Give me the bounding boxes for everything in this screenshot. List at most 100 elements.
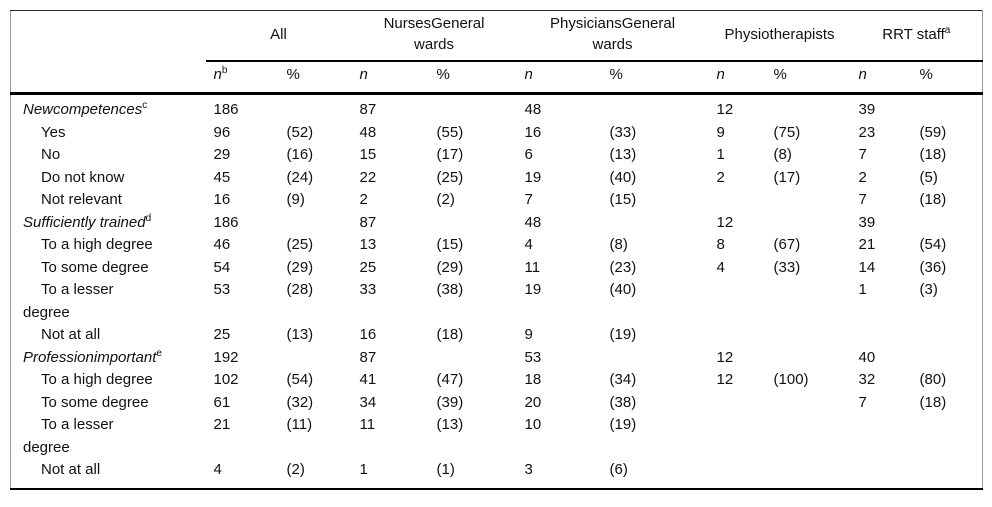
cell-n: 53 — [524, 348, 542, 366]
cell-percent: (13) — [436, 416, 464, 433]
subheader-percent: % — [911, 60, 983, 95]
cell-percent: (40) — [609, 281, 637, 298]
cell-percent — [429, 347, 517, 370]
cell-n: 46 — [213, 236, 231, 253]
cell-n: 48 — [524, 213, 542, 231]
cell-percent: (25) — [436, 168, 464, 186]
cell-n: 39 — [858, 213, 876, 231]
data-row: No 29 (16) 15 (17) 6 (13) 1 (8) 7 (18) — [11, 144, 983, 167]
cell-n: 1 — [359, 461, 368, 478]
cell-percent — [602, 94, 709, 122]
cell-n: 4 — [524, 236, 533, 253]
row-label: No — [41, 146, 61, 163]
col-group-all: All — [205, 10, 352, 62]
cell-n — [851, 324, 912, 347]
cell-n: 192 — [213, 348, 239, 366]
cell-n — [851, 459, 912, 489]
cell-percent: (17) — [436, 146, 464, 163]
row-label: Not relevant — [41, 191, 122, 208]
cell-n: 12 — [716, 371, 734, 388]
row-label: Not at all — [41, 461, 101, 478]
col-group-rrt-staff: RRT staffa — [850, 10, 983, 62]
cell-percent — [766, 392, 851, 415]
cell-percent: (15) — [436, 236, 464, 253]
cell-n: 2 — [359, 191, 368, 208]
cell-n: 1 — [716, 146, 725, 163]
row-label: Yes — [41, 123, 66, 141]
cell-n: 9 — [716, 123, 725, 141]
cell-percent: (32) — [286, 393, 314, 411]
cell-n: 14 — [858, 258, 876, 276]
cell-percent: (38) — [609, 393, 637, 411]
table-body: Newcompetencesc 186 87 48 12 39 Yes 96 (52) 48 (55… — [11, 94, 983, 489]
cell-percent — [279, 212, 352, 235]
cell-percent: (5) — [919, 168, 938, 186]
cell-percent: (13) — [609, 146, 637, 163]
cell-percent: (25) — [286, 236, 314, 253]
cell-n: 11 — [359, 416, 376, 433]
cell-n: 22 — [359, 168, 377, 186]
cell-percent — [279, 347, 352, 370]
cell-n: 48 — [359, 123, 377, 141]
cell-percent: (23) — [609, 258, 637, 276]
column-group-header-row: All NursesGeneral wards PhysiciansGenera… — [11, 10, 983, 62]
cell-n: 2 — [716, 168, 725, 186]
cell-n: 12 — [716, 101, 734, 118]
cell-n: 29 — [213, 146, 231, 163]
cell-n: 45 — [213, 168, 231, 186]
cell-percent: (2) — [286, 461, 305, 478]
cell-n: 1 — [858, 281, 867, 298]
page: All NursesGeneral wards PhysiciansGenera… — [10, 10, 984, 490]
cell-percent: (19) — [609, 416, 637, 433]
col-group-label: Physiotherapists — [724, 25, 835, 43]
cell-percent: (40) — [609, 168, 637, 186]
cell-percent: (16) — [286, 146, 314, 163]
data-row: Not at all 4 (2) 1 (1) 3 (6) — [11, 459, 983, 489]
cell-percent — [766, 414, 851, 459]
cell-n: 41 — [359, 371, 377, 388]
cell-percent: (3) — [919, 281, 938, 298]
data-row: Do not know 45 (24) 22 (25) 19 (40) 2 (17) 2 (5) — [11, 167, 983, 190]
row-label: Professionimportante — [23, 347, 162, 366]
cell-percent: (18) — [919, 393, 947, 411]
cell-n: 7 — [858, 393, 867, 411]
cell-percent — [912, 414, 983, 459]
col-group-label: PhysiciansGeneral wards — [550, 15, 676, 54]
row-label: To a high degree — [41, 371, 153, 388]
row-label: To a lesser degree — [23, 416, 114, 456]
cell-n: 18 — [524, 371, 542, 388]
cell-n: 16 — [524, 123, 542, 141]
cell-n: 25 — [359, 258, 377, 276]
cell-percent: (1) — [436, 461, 455, 478]
data-row: To a high degree 102 (54) 41 (47) 18 (34) 12 (10… — [11, 369, 983, 392]
col-group-label: RRT staff — [882, 25, 945, 43]
cell-percent: (67) — [773, 236, 801, 253]
cell-n: 23 — [858, 123, 876, 141]
data-row: Not at all 25 (13) 16 (18) 9 (19) — [11, 324, 983, 347]
cell-n: 53 — [213, 281, 231, 298]
subheader-percent: % — [278, 60, 352, 95]
cell-n: 16 — [359, 326, 377, 343]
cell-n — [851, 414, 912, 459]
col-group-physicians-general-wards: PhysiciansGeneral wards — [516, 10, 709, 62]
cell-n: 21 — [213, 416, 231, 433]
row-label: Do not know — [41, 168, 125, 186]
cell-percent — [766, 94, 851, 122]
cell-percent: (17) — [773, 168, 801, 186]
cell-n: 11 — [524, 258, 541, 276]
cell-n — [709, 324, 766, 347]
cell-n: 87 — [359, 101, 377, 118]
cell-n: 16 — [213, 191, 231, 208]
section-row: Professionimportante 192 87 53 12 40 — [11, 347, 983, 370]
cell-percent — [766, 212, 851, 235]
cell-percent — [429, 94, 517, 122]
footnote-marker-b: b — [221, 65, 228, 77]
cell-n — [709, 414, 766, 459]
cell-percent: (75) — [773, 123, 801, 141]
cell-percent — [766, 347, 851, 370]
cell-n — [709, 459, 766, 489]
cell-percent: (18) — [436, 326, 464, 343]
section-row: Newcompetencesc 186 87 48 12 39 — [11, 94, 983, 122]
cell-n: 9 — [524, 326, 533, 343]
col-group-physiotherapists: Physiotherapists — [708, 10, 851, 62]
